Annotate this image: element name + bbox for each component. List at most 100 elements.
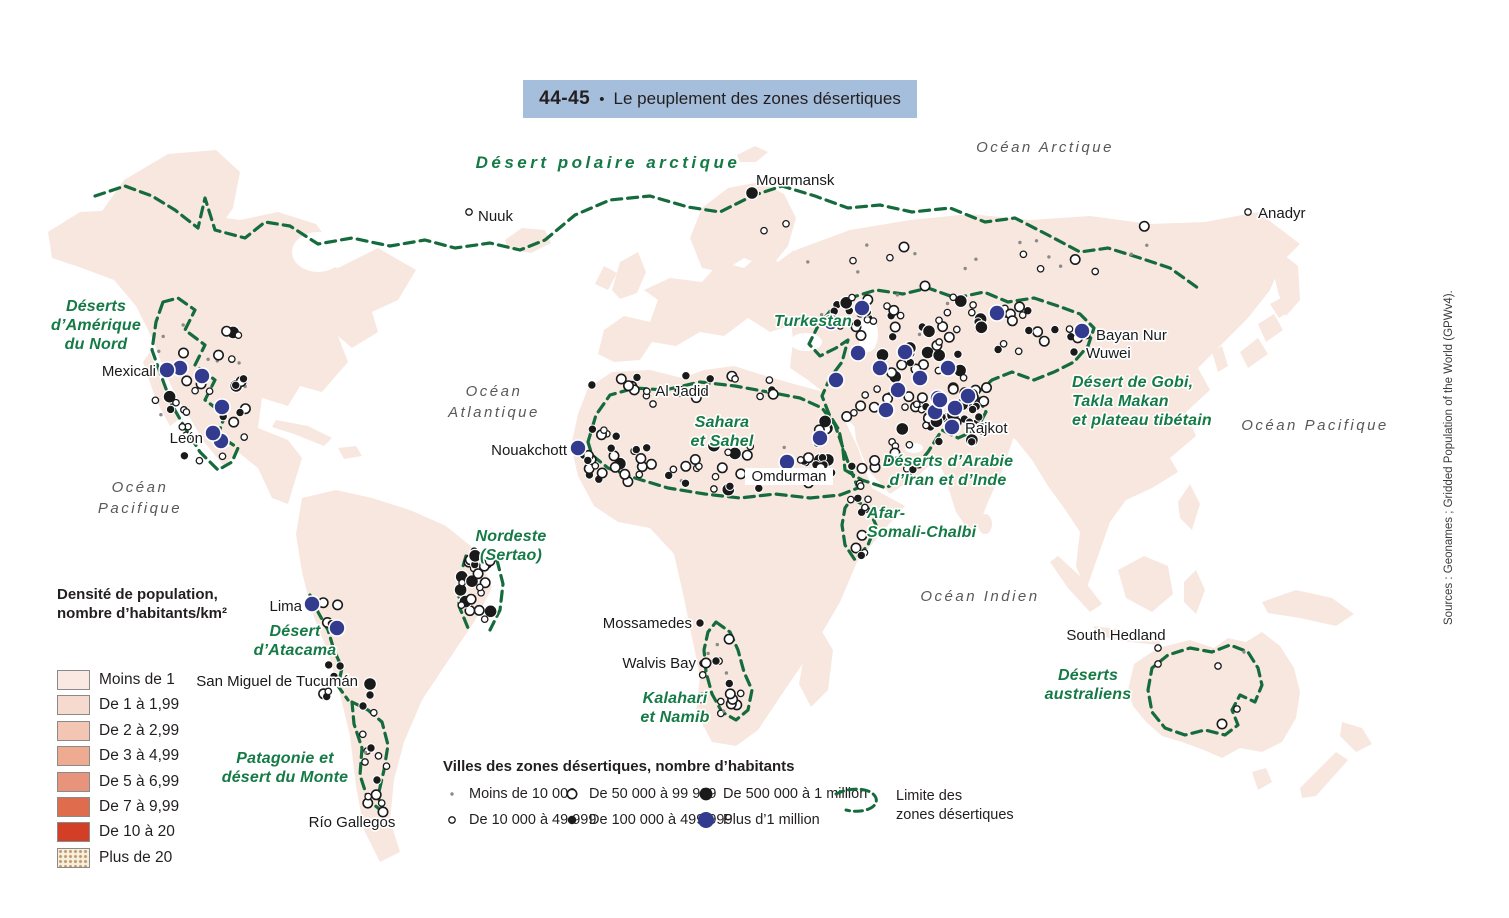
city-label: Nouakchott bbox=[491, 442, 568, 459]
city-dot-le-n bbox=[204, 424, 222, 442]
density-cell bbox=[1200, 484, 1204, 489]
density-cell bbox=[994, 509, 998, 514]
density-cell bbox=[920, 489, 927, 495]
city-dot-t1 bbox=[706, 651, 710, 656]
ocean-label: Atlantique bbox=[447, 404, 540, 421]
city-size-marker-t1 bbox=[450, 791, 454, 796]
density-legend-title-line2: nombre d’habitants/km² bbox=[57, 605, 228, 622]
density-cell bbox=[654, 349, 662, 357]
density-cell bbox=[1287, 341, 1292, 346]
density-cell bbox=[652, 576, 658, 583]
density-cell bbox=[1201, 453, 1208, 461]
density-cell bbox=[1001, 519, 1007, 524]
density-cell bbox=[1207, 576, 1213, 581]
density-cell bbox=[1302, 661, 1307, 665]
city-legend-item: De 50 000 à 99 999 bbox=[563, 784, 716, 803]
density-cell bbox=[1103, 569, 1108, 574]
desert-label: et Namib bbox=[640, 709, 709, 726]
city-dot-t3 bbox=[802, 452, 814, 464]
city-dot-t2 bbox=[1214, 662, 1222, 670]
city-dot-t6 bbox=[877, 401, 895, 419]
density-cell bbox=[385, 307, 391, 314]
city-dot-t3 bbox=[472, 568, 484, 580]
density-cell bbox=[363, 361, 369, 367]
city-size-marker-t2 bbox=[448, 815, 456, 824]
city-dot-t3 bbox=[1069, 254, 1081, 266]
density-cell bbox=[1311, 738, 1317, 743]
density-cell bbox=[404, 745, 413, 753]
desert-label: Turkestan bbox=[774, 313, 852, 330]
density-cell bbox=[1111, 557, 1119, 566]
density-cell bbox=[1369, 753, 1372, 761]
city-dot-t2 bbox=[756, 392, 764, 401]
city-dot-t2 bbox=[864, 495, 872, 504]
city-dot-t6 bbox=[827, 371, 845, 389]
city-dot-t1 bbox=[945, 301, 950, 306]
city-dot-t2 bbox=[377, 799, 386, 807]
density-cell bbox=[779, 367, 787, 375]
city-dot-t3 bbox=[484, 555, 496, 567]
city-dot-t3 bbox=[615, 373, 627, 385]
city-legend-label: De 100 000 à 499 999 bbox=[589, 811, 733, 828]
density-cell bbox=[649, 277, 653, 281]
city-dot-t5 bbox=[932, 348, 947, 363]
city-legend: Villes des zones désertiques, nombre d’h… bbox=[443, 758, 1014, 829]
density-cell bbox=[728, 338, 736, 346]
city-label: Mossamedes bbox=[603, 615, 692, 632]
city-dot-t2 bbox=[796, 456, 805, 464]
density-legend-row: De 7 à 9,99 bbox=[57, 797, 179, 817]
city-legend-label: Moins de 10 000 bbox=[469, 785, 577, 802]
density-cell bbox=[300, 418, 306, 424]
density-cell bbox=[669, 565, 675, 571]
city-dot-t2 bbox=[1091, 267, 1100, 276]
desert-label: (Sertao) bbox=[480, 547, 542, 564]
density-cell bbox=[400, 767, 404, 771]
density-cell bbox=[675, 265, 682, 272]
density-cell bbox=[1018, 506, 1026, 514]
density-cell bbox=[1195, 448, 1199, 452]
density-cell bbox=[282, 406, 287, 410]
density-cell bbox=[651, 266, 657, 271]
density-cell bbox=[1307, 734, 1313, 741]
city-dot-t3 bbox=[947, 383, 959, 395]
city-dot-t2 bbox=[861, 391, 870, 399]
density-cell bbox=[1190, 473, 1196, 479]
density-cell bbox=[379, 322, 386, 330]
city-dot-mexicali bbox=[158, 361, 176, 379]
density-cell bbox=[601, 297, 607, 303]
density-label: De 3 à 4,99 bbox=[99, 747, 180, 765]
city-dot-anadyr bbox=[1244, 208, 1252, 216]
city-dot-t2 bbox=[782, 219, 790, 228]
density-cell bbox=[1099, 586, 1109, 596]
city-dot-t4 bbox=[587, 380, 597, 390]
density-cell bbox=[314, 692, 319, 696]
desert-label: Désert bbox=[269, 623, 320, 640]
density-legend-row: Moins de 1 bbox=[57, 670, 175, 690]
density-cell bbox=[782, 370, 788, 376]
density-cell bbox=[372, 374, 379, 381]
density-cell bbox=[1003, 493, 1009, 498]
density-cell bbox=[414, 741, 420, 747]
density-cell bbox=[1248, 331, 1256, 339]
city-dot-t2 bbox=[458, 578, 466, 587]
density-cell bbox=[855, 224, 860, 229]
density-cell bbox=[1357, 762, 1363, 767]
density-cell bbox=[1177, 617, 1184, 624]
city-dot-t3 bbox=[735, 468, 747, 480]
density-cell bbox=[1105, 583, 1115, 593]
density-cell bbox=[1001, 489, 1011, 499]
density-cell bbox=[779, 334, 785, 340]
density-cell bbox=[1018, 492, 1027, 501]
density-cell bbox=[1301, 697, 1309, 704]
density-cell bbox=[1102, 545, 1111, 554]
density-cell bbox=[649, 350, 658, 360]
density-cell bbox=[1288, 329, 1296, 336]
city-dot-t3 bbox=[937, 321, 949, 333]
density-cell bbox=[662, 594, 668, 600]
city-dot-t3 bbox=[841, 410, 853, 422]
density-cell bbox=[399, 810, 404, 815]
density-label: De 10 à 20 bbox=[99, 823, 175, 841]
density-cell bbox=[1277, 751, 1286, 760]
density-cell bbox=[1122, 528, 1126, 533]
city-dot-t2 bbox=[861, 503, 869, 512]
